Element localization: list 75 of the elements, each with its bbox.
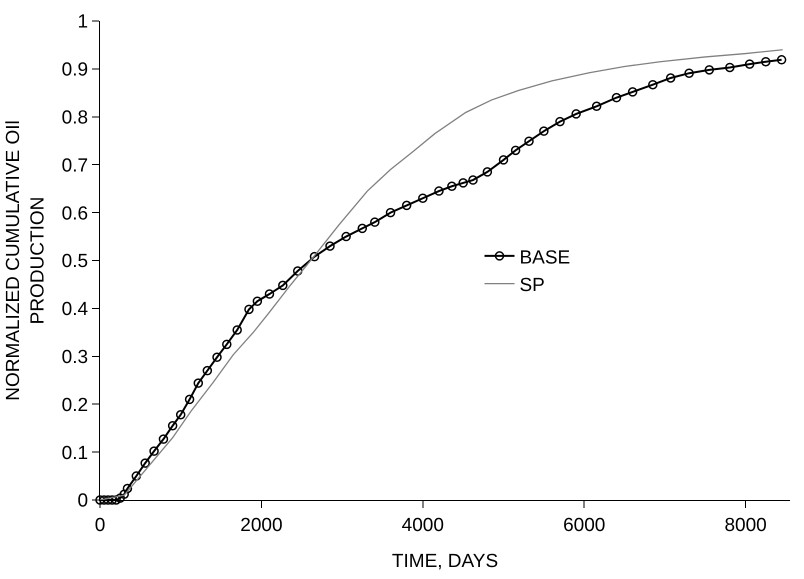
point (212, 352, 222, 362)
y-tick-label: 0.7 (62, 155, 88, 176)
point (498, 155, 508, 165)
point (447, 182, 457, 192)
point (202, 366, 212, 376)
x-tick-label: 8000 (724, 514, 767, 536)
y-tick-label: 0.2 (62, 394, 88, 416)
point (370, 217, 380, 227)
point (252, 296, 262, 306)
point (119, 490, 129, 499)
point (761, 56, 771, 66)
point (458, 178, 468, 188)
y-axis-title: NORMALIZED CUMULATIVE OIl PRODUCTION (2, 120, 48, 401)
point (704, 65, 714, 75)
point (278, 280, 288, 290)
point (95, 495, 105, 505)
x-tick-label: 6000 (563, 514, 606, 536)
x-tick-label: 0 (94, 514, 106, 536)
x-tick-label: 4000 (402, 514, 444, 536)
point (158, 434, 168, 444)
point (776, 55, 786, 65)
point (140, 458, 150, 468)
point (222, 340, 232, 350)
point (264, 289, 274, 299)
y-tick-label: 1 (77, 12, 88, 33)
y-tick-label: 0.6 (62, 203, 88, 224)
y-tick-label: 0.1 (62, 442, 88, 464)
point (325, 241, 335, 251)
point (386, 208, 396, 218)
point (107, 495, 117, 505)
point (628, 87, 638, 97)
point (612, 92, 622, 102)
point (482, 167, 492, 177)
point (418, 193, 428, 203)
point (341, 232, 351, 242)
legend-label: BASE (520, 247, 570, 268)
y-tick-label: 0.3 (62, 346, 88, 368)
point (555, 116, 565, 126)
y-tick-label: 0.8 (62, 107, 88, 128)
point (168, 421, 178, 431)
point (402, 200, 412, 210)
point (684, 68, 694, 78)
point (648, 80, 658, 90)
point (571, 109, 581, 119)
point (184, 394, 194, 404)
point (358, 224, 368, 234)
point (524, 136, 534, 146)
legend-label: SP (520, 275, 545, 296)
y-tick-label: 0.4 (62, 299, 88, 320)
point (310, 252, 320, 262)
point (468, 175, 478, 185)
point (103, 495, 113, 505)
point (292, 266, 302, 276)
y-tick-label: 0.5 (62, 251, 88, 272)
y-tick-label: 0 (77, 490, 88, 512)
point (149, 446, 159, 456)
point (176, 410, 186, 420)
point (115, 493, 125, 503)
point (539, 126, 549, 136)
point (244, 304, 254, 314)
point (725, 62, 735, 72)
point (99, 495, 109, 505)
point (744, 59, 754, 69)
point (666, 73, 676, 83)
y-tick-label: 0.9 (62, 60, 88, 81)
point (510, 146, 520, 156)
point (132, 471, 142, 481)
point (592, 102, 602, 112)
point (232, 325, 242, 335)
point (122, 484, 132, 494)
point (434, 186, 444, 196)
point (194, 378, 204, 388)
point (111, 495, 121, 505)
x-axis-title: TIME, DAYS (392, 550, 498, 572)
x-tick-label: 2000 (240, 514, 283, 536)
